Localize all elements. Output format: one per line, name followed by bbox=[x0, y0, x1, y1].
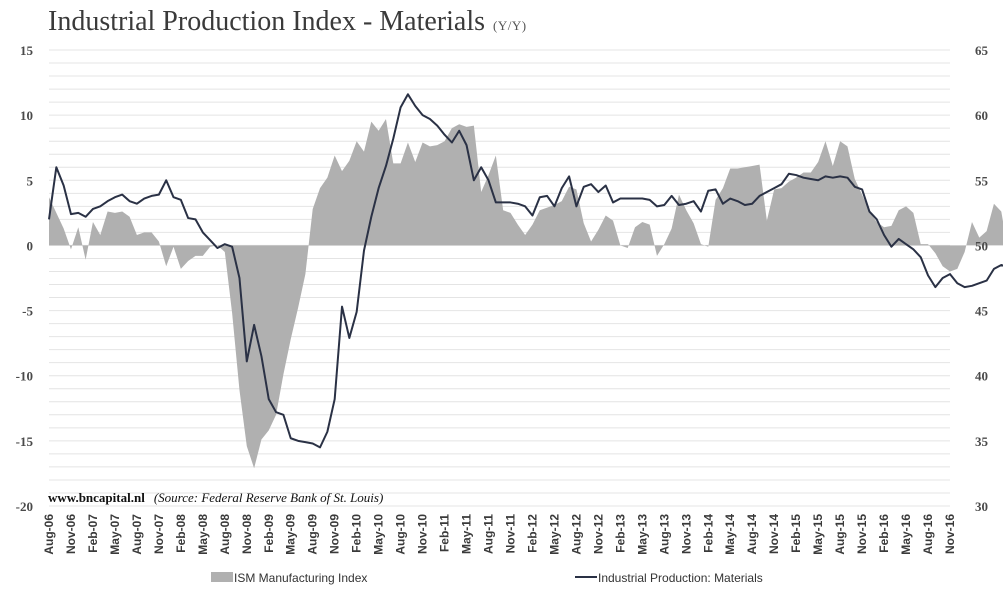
legend-swatch-area bbox=[211, 572, 233, 582]
x-axis-tick-label: Nov-15 bbox=[855, 514, 869, 554]
left-axis-tick-label: -5 bbox=[22, 304, 33, 319]
x-axis-tick-label: May-11 bbox=[460, 514, 474, 554]
left-axis-tick-label: 0 bbox=[27, 238, 34, 253]
x-axis-tick-label: May-07 bbox=[108, 514, 122, 555]
left-axis-tick-label: -15 bbox=[16, 434, 34, 449]
x-axis-tick-label: Aug-11 bbox=[482, 514, 496, 554]
legend-item-industrial-production: Industrial Production: Materials bbox=[575, 571, 763, 585]
x-axis-tick-label: Feb-08 bbox=[174, 514, 188, 553]
left-axis-tick-label: -10 bbox=[16, 369, 33, 384]
x-axis-tick-label: May-14 bbox=[723, 514, 737, 555]
x-axis-tick-label: Aug-06 bbox=[42, 514, 56, 555]
x-axis-tick-label: May-13 bbox=[635, 514, 649, 555]
x-axis-tick-label: Feb-09 bbox=[262, 514, 276, 553]
x-axis-tick-label: Aug-16 bbox=[921, 514, 935, 555]
legend: ISM Manufacturing Index Industrial Produ… bbox=[211, 571, 763, 585]
source-description: (Source: Federal Reserve Bank of St. Lou… bbox=[154, 490, 383, 505]
x-axis-tick-label: Aug-07 bbox=[130, 514, 144, 555]
right-axis-tick-label: 65 bbox=[975, 43, 989, 58]
x-axis-tick-label: May-15 bbox=[811, 514, 825, 555]
ism-area bbox=[49, 119, 1003, 469]
right-axis-tick-label: 50 bbox=[975, 238, 988, 253]
x-axis-tick-label: Feb-07 bbox=[86, 514, 100, 553]
legend-item-ism: ISM Manufacturing Index bbox=[211, 571, 367, 585]
chart-subtitle: (Y/Y) bbox=[493, 18, 527, 33]
x-axis-tick-label: Nov-06 bbox=[64, 514, 78, 554]
industrial-production-line-series bbox=[48, 93, 1003, 449]
x-axis-tick-label: Feb-12 bbox=[525, 514, 539, 553]
x-axis-tick-label: Nov-16 bbox=[943, 514, 957, 554]
chart-title-block: Industrial Production Index - Materials … bbox=[48, 6, 527, 38]
right-axis-tick-label: 45 bbox=[975, 304, 989, 319]
x-axis-tick-label: Nov-10 bbox=[416, 514, 430, 554]
right-axis-tick-label: 30 bbox=[975, 499, 988, 514]
x-axis-tick-label: Aug-14 bbox=[745, 514, 759, 555]
x-axis-tick-label: May-10 bbox=[372, 514, 386, 555]
x-axis-tick-label: Aug-12 bbox=[569, 514, 583, 555]
left-axis-tick-label: 10 bbox=[20, 108, 33, 123]
x-axis: Aug-06 Nov-06 Feb-07 May-07 Aug-07 Nov-07 Feb-… bbox=[42, 514, 957, 555]
left-axis: 15 10 5 0 -5 -10 -15 -20 bbox=[16, 43, 34, 514]
x-axis-tick-label: Nov-12 bbox=[591, 514, 605, 554]
x-axis-tick-label: Aug-08 bbox=[218, 514, 232, 555]
legend-label-ism: ISM Manufacturing Index bbox=[234, 571, 367, 585]
x-axis-tick-label: Nov-11 bbox=[503, 514, 517, 554]
x-axis-tick-label: Nov-13 bbox=[679, 514, 693, 554]
x-axis-tick-label: Nov-09 bbox=[328, 514, 342, 554]
right-axis-tick-label: 55 bbox=[975, 173, 989, 188]
grid bbox=[49, 49, 950, 507]
x-axis-tick-label: Feb-10 bbox=[350, 514, 364, 553]
x-axis-tick-label: Feb-14 bbox=[701, 514, 715, 553]
x-axis-tick-label: Aug-15 bbox=[833, 514, 847, 555]
x-axis-tick-label: Feb-15 bbox=[789, 514, 803, 553]
x-axis-tick-label: May-08 bbox=[196, 514, 210, 555]
x-axis-tick-label: May-16 bbox=[899, 514, 913, 555]
left-axis-tick-label: -20 bbox=[16, 499, 33, 514]
x-axis-tick-label: Feb-11 bbox=[438, 514, 452, 552]
x-axis-tick-label: Feb-16 bbox=[877, 514, 891, 553]
ism-area-series bbox=[49, 119, 1003, 469]
right-axis-tick-label: 35 bbox=[975, 434, 989, 449]
x-axis-tick-label: Nov-14 bbox=[767, 514, 781, 554]
x-axis-tick-label: Aug-09 bbox=[306, 514, 320, 555]
source-site: www.bncapital.nl bbox=[48, 490, 145, 505]
chart-title: Industrial Production Index - Materials bbox=[48, 6, 486, 37]
source-note: www.bncapital.nl (Source: Federal Reserv… bbox=[48, 489, 383, 506]
x-axis-tick-label: Aug-13 bbox=[657, 514, 671, 555]
x-axis-tick-label: Feb-13 bbox=[613, 514, 627, 553]
right-axis-tick-label: 40 bbox=[975, 369, 988, 384]
right-axis-tick-label: 60 bbox=[975, 108, 988, 123]
left-axis-tick-label: 15 bbox=[20, 43, 34, 58]
x-axis-tick-label: Nov-08 bbox=[240, 514, 254, 554]
x-axis-tick-label: May-09 bbox=[284, 514, 298, 555]
left-axis-tick-label: 5 bbox=[27, 173, 34, 188]
x-axis-tick-label: May-12 bbox=[547, 514, 561, 555]
legend-label-industrial-production: Industrial Production: Materials bbox=[598, 571, 763, 585]
right-axis: 65 60 55 50 45 40 35 30 bbox=[975, 43, 989, 514]
industrial-production-line bbox=[48, 93, 1003, 449]
x-axis-tick-label: Nov-07 bbox=[152, 514, 166, 554]
x-axis-tick-label: Aug-10 bbox=[394, 514, 408, 555]
